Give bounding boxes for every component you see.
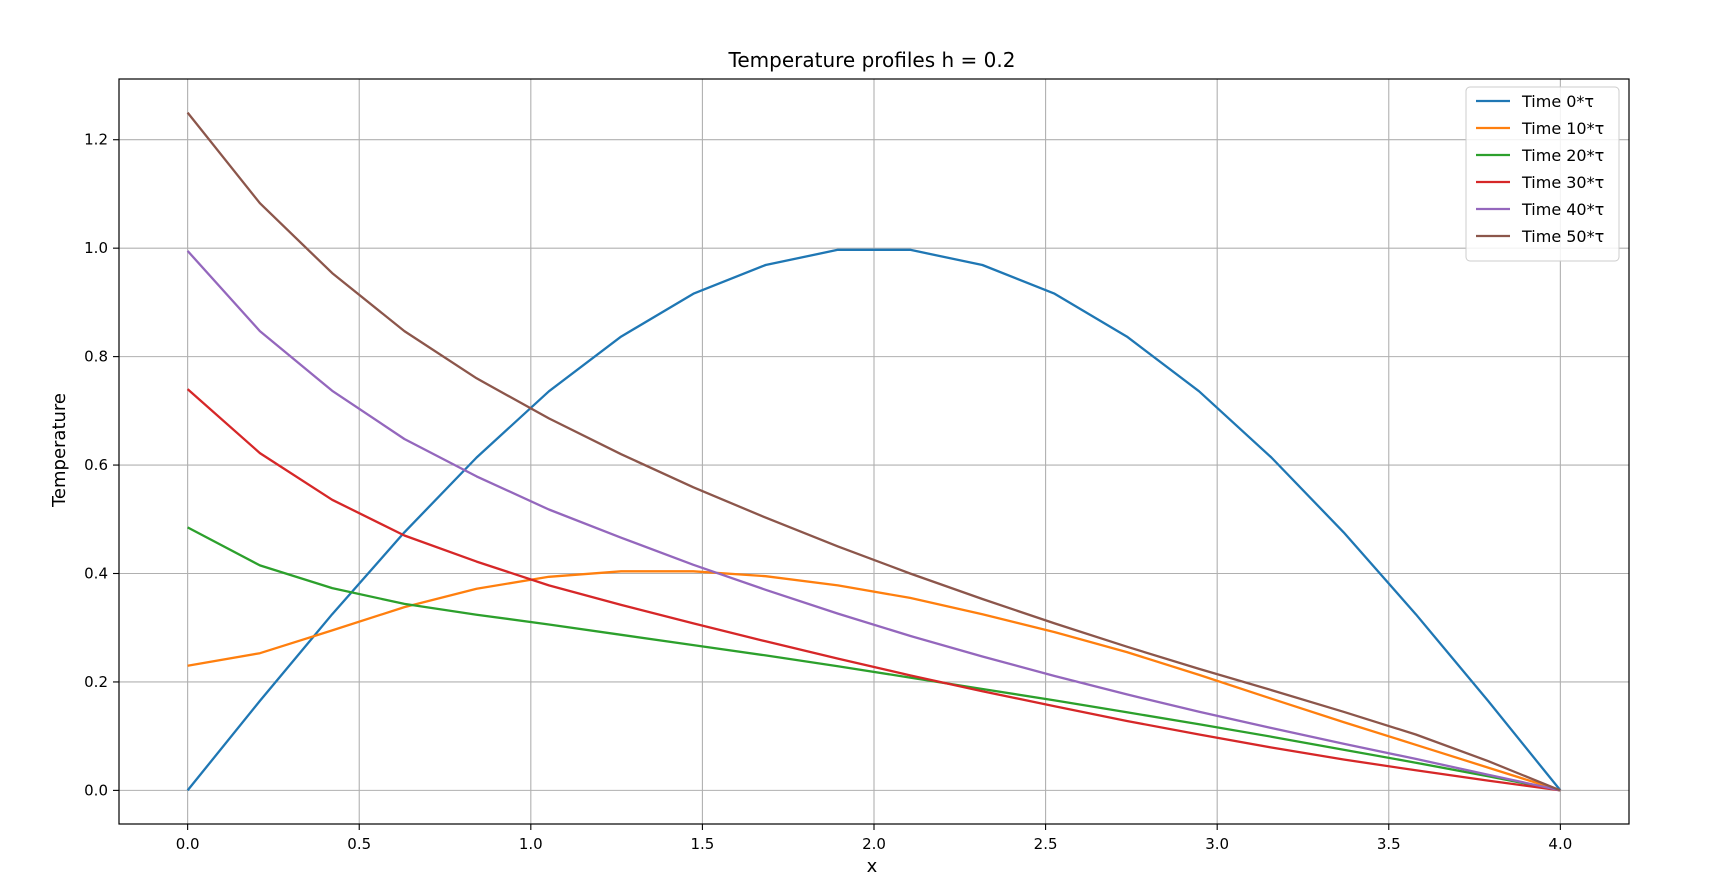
legend-box — [1465, 86, 1620, 262]
x-tick-label: 0.5 — [347, 835, 371, 853]
legend-label: Time 30*τ — [1521, 173, 1604, 192]
series-line-1 — [187, 570, 1561, 792]
y-tick-label: 0.8 — [84, 348, 108, 366]
y-axis-title: Temperature — [49, 393, 70, 508]
x-tick-label: 3.0 — [1205, 835, 1229, 853]
series-line-0 — [186, 248, 1562, 792]
series-line-4 — [186, 250, 1561, 792]
y-axis-ticks: 0.0 0.2 0.4 0.6 0.8 1.0 1.2 — [84, 131, 119, 799]
series-line-3 — [186, 388, 1561, 792]
x-tick-label: 0.0 — [176, 835, 200, 853]
x-tick-label: 3.5 — [1377, 835, 1401, 853]
legend-label: Time 50*τ — [1521, 227, 1604, 246]
x-tick-label: 1.5 — [690, 835, 714, 853]
x-tick-label: 1.0 — [519, 835, 543, 853]
legend-label: Time 40*τ — [1521, 200, 1604, 219]
legend-label: Time 10*τ — [1521, 119, 1604, 138]
y-tick-label: 0.2 — [84, 673, 108, 691]
x-axis-ticks: 0.0 0.5 1.0 1.5 2.0 2.5 3.0 3.5 4.0 — [176, 824, 1572, 853]
series-line-2 — [187, 526, 1561, 792]
y-tick-label: 0.6 — [84, 456, 108, 474]
grid — [119, 79, 1629, 824]
y-tick-label: 1.2 — [84, 131, 108, 149]
legend-label: Time 0*τ — [1521, 92, 1594, 111]
legend: Time 0*τ Time 10*τ Time 20*τ Time 30*τ Time … — [1465, 86, 1620, 262]
legend-label: Time 20*τ — [1521, 146, 1604, 165]
series-line-5 — [186, 111, 1561, 792]
x-axis-title: x — [867, 856, 878, 877]
chart-title: Temperature profiles h = 0.2 — [728, 48, 1016, 72]
series-group — [186, 111, 1562, 792]
y-tick-label: 0.4 — [84, 564, 108, 582]
y-tick-label: 0.0 — [84, 781, 108, 799]
y-tick-label: 1.0 — [84, 239, 108, 257]
x-tick-label: 2.0 — [862, 835, 886, 853]
x-tick-label: 4.0 — [1548, 835, 1572, 853]
x-tick-label: 2.5 — [1034, 835, 1058, 853]
